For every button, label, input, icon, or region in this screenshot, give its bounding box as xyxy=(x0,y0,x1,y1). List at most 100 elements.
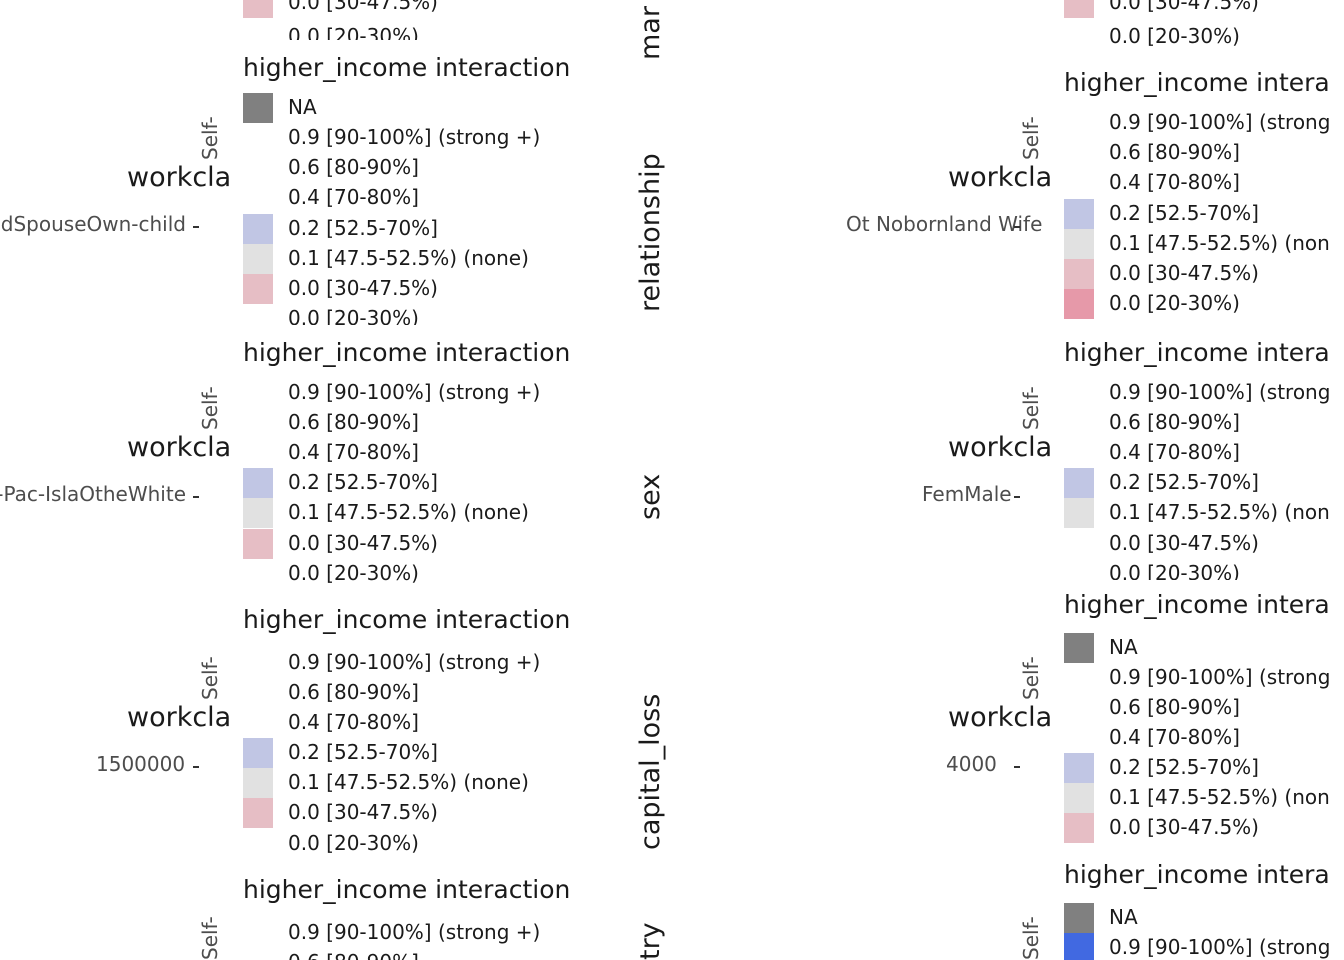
x-tick-label: 1500000 xyxy=(96,752,186,776)
facet-label-capital-loss: capital_loss xyxy=(635,693,666,850)
legend-label: NA xyxy=(1109,635,1138,659)
y-tick-label: Self- xyxy=(1019,386,1043,430)
legend-label: NA xyxy=(1109,905,1138,929)
legend-label: 0.2 [52.5-70%] xyxy=(288,740,438,764)
legend-block-right-3: higher_income intera NA 0.9 [90-100%] (s… xyxy=(1064,590,1344,850)
legend-label: 0.1 [47.5-52.5%) (non xyxy=(1109,785,1330,809)
legend-block-left-3: higher_income interaction 0.9 [90-100%] … xyxy=(243,605,613,860)
legend-label: 0.9 [90-100%] (strong +) xyxy=(288,380,541,404)
legend-label: 0.1 [47.5-52.5%) (none) xyxy=(288,246,529,270)
legend-key-p52 xyxy=(243,738,273,768)
axis-title-workclass: workcla xyxy=(127,702,232,733)
x-tick-label: 4000 xyxy=(946,752,997,776)
legend-title: higher_income interaction xyxy=(243,875,571,904)
legend-label: 0.0 [30-47.5%) xyxy=(1109,531,1259,555)
y-tick-label: Self- xyxy=(1019,656,1043,700)
legend-label: 0.2 [52.5-70%] xyxy=(1109,755,1259,779)
tick-mark xyxy=(1014,766,1020,768)
legend-block-left-4: higher_income interaction 0.9 [90-100%] … xyxy=(243,875,613,960)
legend-label: 0.4 [70-80%] xyxy=(1109,170,1240,194)
axis-title-wrap: workcla xyxy=(948,702,1050,742)
legend-key-p30 xyxy=(243,529,273,559)
legend-label: 0.0 [30-47.5%) xyxy=(288,0,438,14)
legend-key-p20 xyxy=(1064,289,1094,319)
legend-label: 0.1 [47.5-52.5%) (none) xyxy=(288,770,529,794)
y-tick-label: Self- xyxy=(1019,916,1043,960)
legend-key-p52 xyxy=(243,468,273,498)
axis-title-wrap: workcla xyxy=(948,162,1050,202)
x-tick-label: in-Pac-IslaOtheWhite xyxy=(0,482,186,506)
legend-label: 0.9 [90-100%] (strong xyxy=(1109,935,1331,959)
legend-label: 0.4 [70-80%] xyxy=(1109,725,1240,749)
y-tick-label: Self- xyxy=(1019,116,1043,160)
legend-key-p30 xyxy=(243,798,273,828)
legend-key-none xyxy=(1064,498,1094,528)
legend-title: higher_income intera xyxy=(1064,590,1330,619)
y-tick-label: Self- xyxy=(198,916,222,960)
legend-title: higher_income intera xyxy=(1064,338,1330,367)
legend-key-p30 xyxy=(243,0,273,18)
legend-label: 0.2 [52.5-70%] xyxy=(1109,201,1259,225)
legend-label: 0.6 [80-90%] xyxy=(288,155,419,179)
tick-cluster-left-sex: in-Pac-IslaOtheWhite xyxy=(0,482,190,512)
legend-label: 0.1 [47.5-52.5%) (non xyxy=(1109,231,1330,255)
legend-key-p30 xyxy=(1064,259,1094,289)
legend-key-na xyxy=(243,93,273,123)
legend-label: 0.9 [90-100%] (strong +) xyxy=(288,125,541,149)
y-tick-label: Self- xyxy=(198,386,222,430)
legend-label: 0.0 [20-30%) xyxy=(288,831,419,855)
legend-label: 0.0 [30-47.5%) xyxy=(288,531,438,555)
legend-label: 0.0 [20-30%) xyxy=(288,306,419,325)
legend-label: 0.6 [80-90%] xyxy=(288,950,419,960)
legend-key-strong xyxy=(1064,933,1094,960)
legend-label: 0.2 [52.5-70%] xyxy=(288,470,438,494)
legend-label: 0.6 [80-90%] xyxy=(1109,140,1240,164)
legend-block-right-1: higher_income intera 0.9 [90-100%] (stro… xyxy=(1064,65,1344,325)
legend-title: higher_income interaction xyxy=(243,53,571,82)
legend-label: 0.6 [80-90%] xyxy=(1109,410,1240,434)
x-tick-label: Self-inc ChildSpouseOwn-child xyxy=(0,212,186,236)
y-tick-label: Self- xyxy=(198,656,222,700)
facet-label-relationship: relationship xyxy=(635,153,666,312)
legend-label: 0.9 [90-100%] (strong +) xyxy=(288,920,541,944)
legend-label: 0.0 [30-47.5%) xyxy=(1109,0,1259,14)
facet-label-marital: mar xyxy=(635,6,666,60)
facet-label-country: try xyxy=(635,922,666,960)
legend-title: higher_income intera xyxy=(1064,860,1330,889)
legend-label: 0.0 [30-47.5%) xyxy=(288,276,438,300)
tick-mark xyxy=(1014,496,1020,498)
legend-block-left-1: higher_income interaction NA 0.9 [90-100… xyxy=(243,50,613,325)
legend-key-p52 xyxy=(1064,199,1094,229)
x-tick-label: FemMale xyxy=(922,482,1012,506)
legend-title: higher_income interaction xyxy=(243,338,571,367)
legend-key-p30 xyxy=(1064,813,1094,843)
tick-mark xyxy=(193,226,199,228)
legend-key-na xyxy=(1064,633,1094,663)
axis-title-workclass: workcla xyxy=(948,162,1050,193)
legend-label: NA xyxy=(288,95,317,119)
legend-key-none xyxy=(1064,229,1094,259)
legend-label: 0.0 [30-47.5%) xyxy=(1109,261,1259,285)
tick-cluster-left-rel: Self-inc ChildSpouseOwn-child xyxy=(0,212,190,242)
facet-label-sex: sex xyxy=(635,473,666,520)
legend-label: 0.0 [20-30%) xyxy=(288,24,419,40)
legend-label: 0.0 [20-30%) xyxy=(1109,561,1240,580)
legend-label: 0.0 [30-47.5%) xyxy=(1109,815,1259,839)
legend-label: 0.4 [70-80%] xyxy=(288,440,419,464)
tick-mark xyxy=(193,496,199,498)
legend-label: 0.6 [80-90%] xyxy=(288,680,419,704)
axis-title-workclass: workcla xyxy=(127,162,232,193)
legend-block-right-2: higher_income intera 0.9 [90-100%] (stro… xyxy=(1064,335,1344,580)
axis-title-workclass: workcla xyxy=(948,702,1050,733)
legend-label: 0.0 [30-47.5%) xyxy=(288,800,438,824)
legend-title: higher_income interaction xyxy=(243,605,571,634)
axis-title-workclass: workcla xyxy=(948,432,1050,463)
legend-key-p52 xyxy=(1064,753,1094,783)
legend-label: 0.4 [70-80%] xyxy=(1109,440,1240,464)
legend-label: 0.9 [90-100%] (strong xyxy=(1109,110,1331,134)
legend-key-p52 xyxy=(1064,468,1094,498)
legend-label: 0.0 [20-30%) xyxy=(1109,291,1240,315)
legend-block-left-0: 0.0 [30-47.5%) 0.0 [20-30%) xyxy=(243,0,613,40)
legend-label: 0.9 [90-100%] (strong +) xyxy=(288,650,541,674)
legend-key-p52 xyxy=(243,214,273,244)
